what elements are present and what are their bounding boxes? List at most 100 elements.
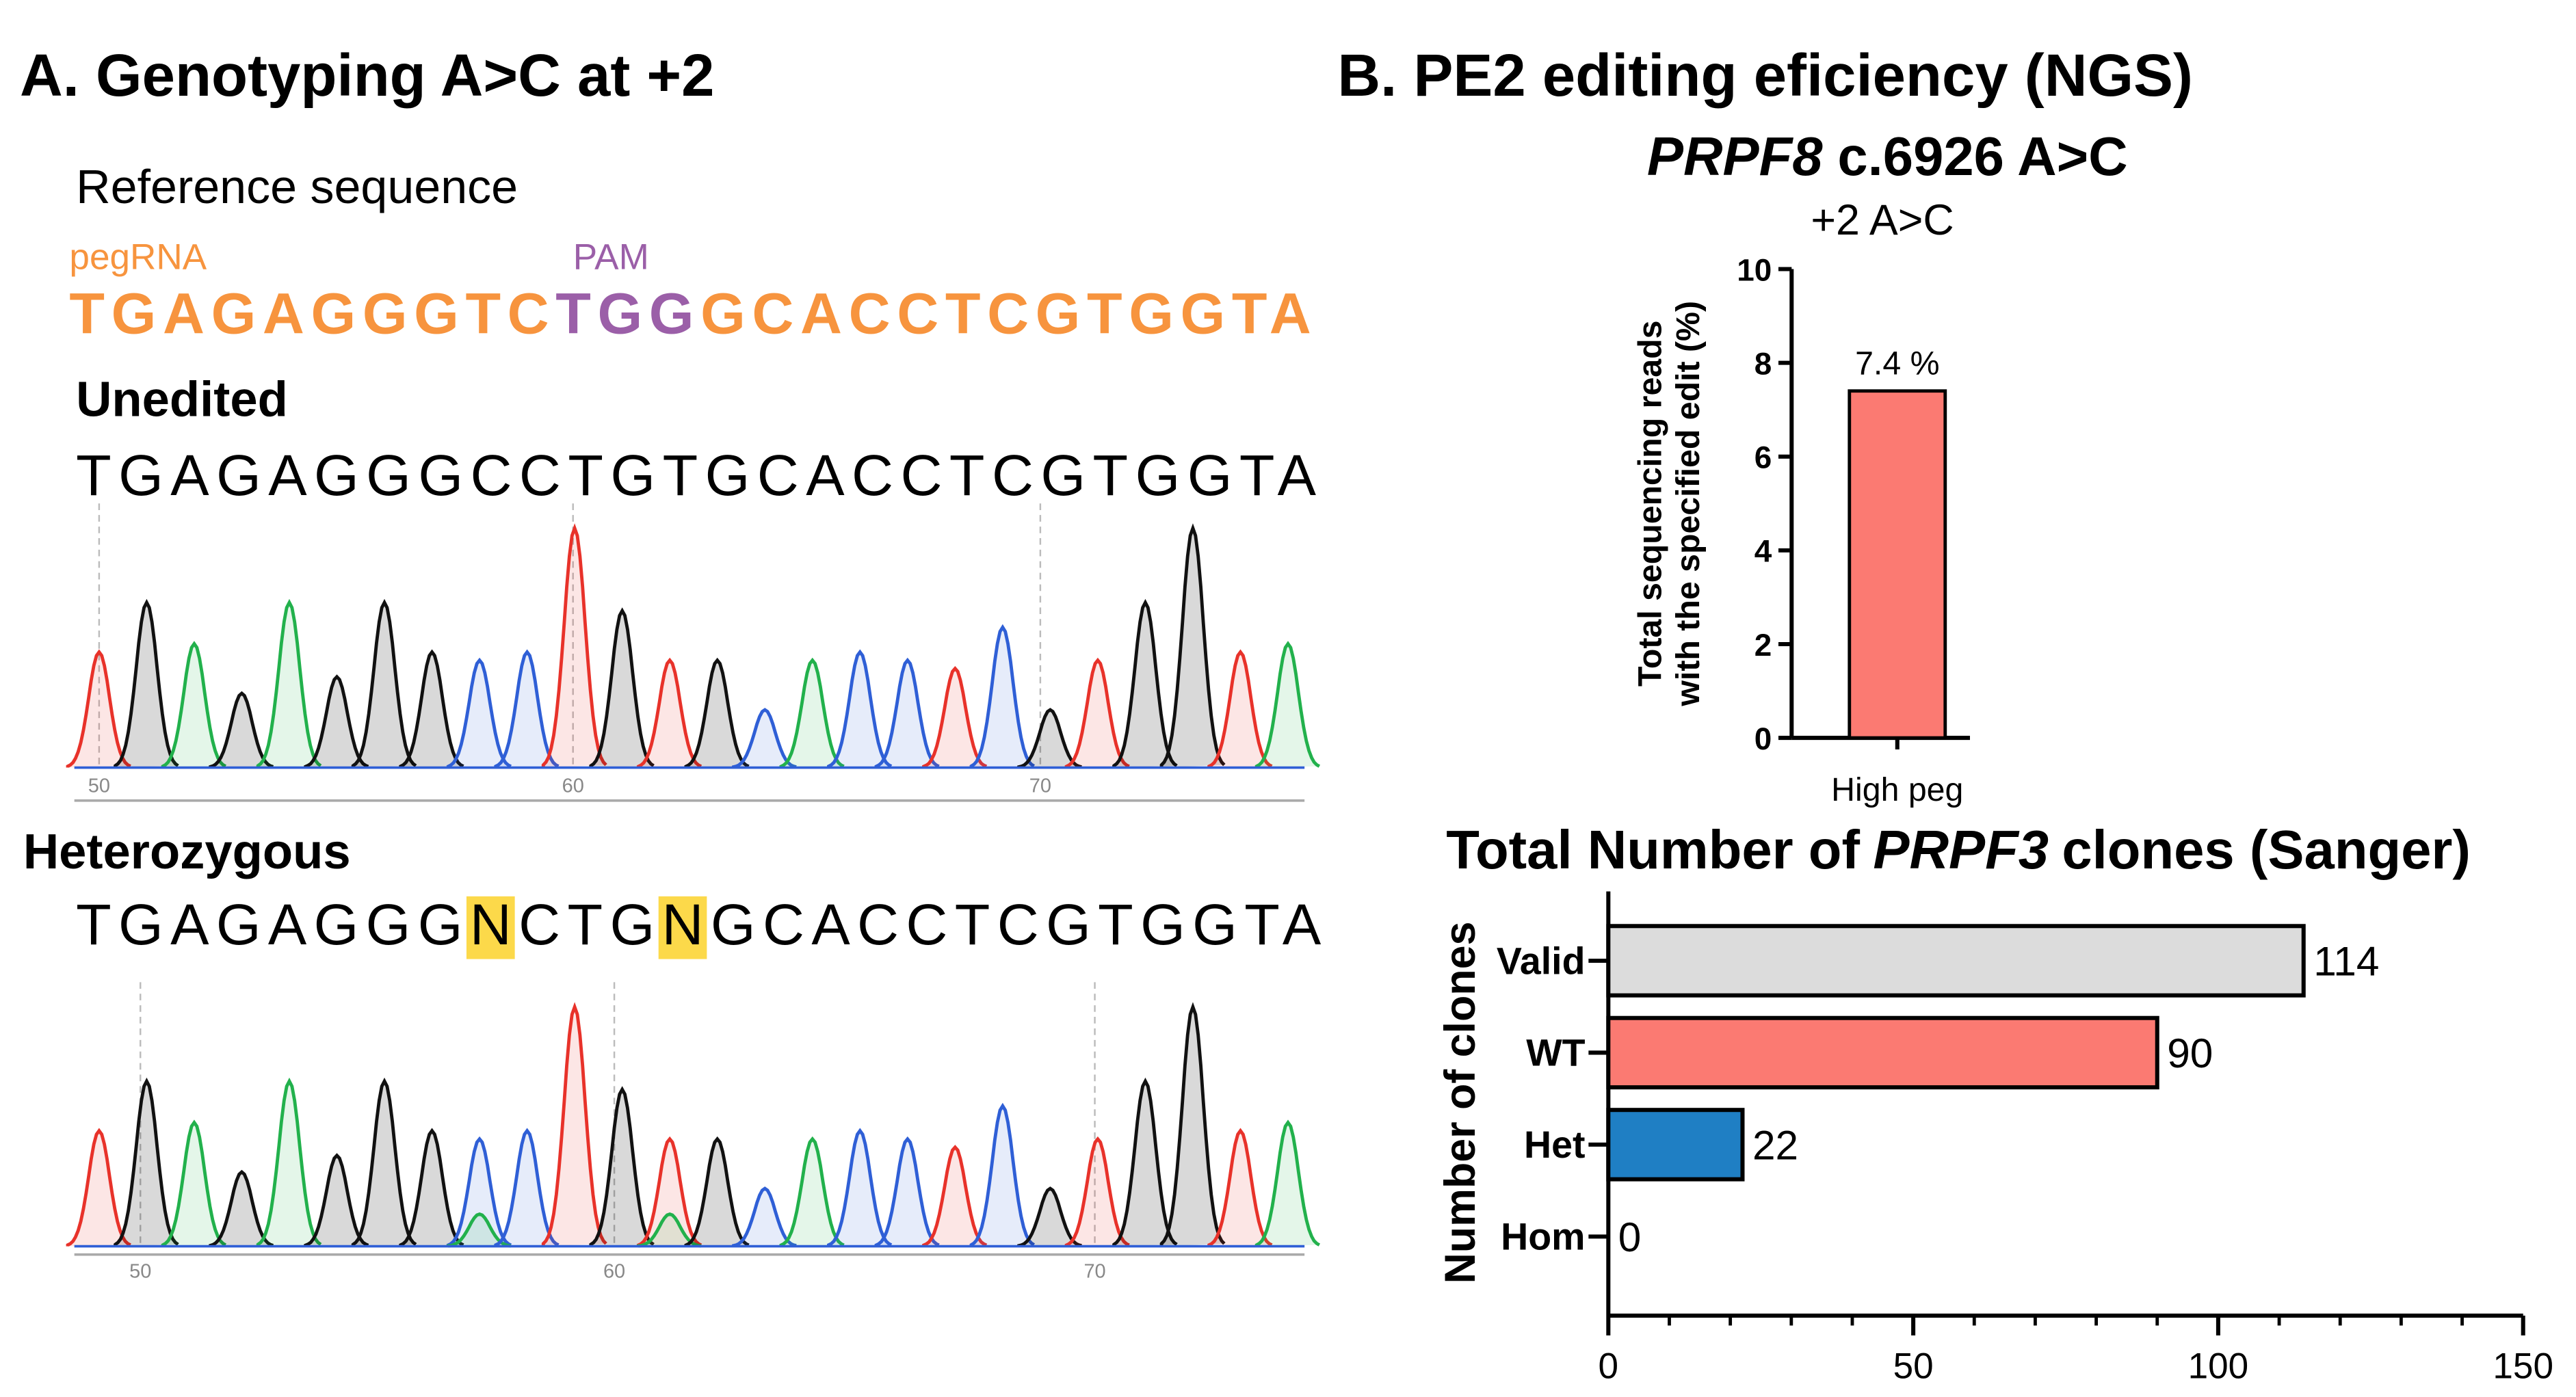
peak <box>541 1002 607 1247</box>
title-part: c.6926 A>C <box>1837 126 2127 187</box>
highlight <box>466 896 515 959</box>
x-tick-label: 50 <box>1893 1346 1934 1387</box>
trace-tick-label: 50 <box>129 1260 151 1282</box>
peak <box>114 1077 179 1247</box>
peak <box>969 624 1036 768</box>
y-axis-label: Number of clones <box>1436 922 1484 1284</box>
peak <box>1207 1128 1273 1247</box>
peak <box>779 657 845 768</box>
peak <box>66 649 131 768</box>
peak <box>66 1128 131 1247</box>
chart-title: Total Number of PRPF3 clones (Sanger) <box>1446 819 2471 880</box>
y-tick-label: 0 <box>1754 721 1772 756</box>
peak <box>256 1077 322 1247</box>
sequence-part: TGG <box>555 282 694 346</box>
y-tick-label: 4 <box>1754 533 1772 569</box>
pegrna-label: pegRNA <box>69 237 207 277</box>
peak <box>1207 649 1273 768</box>
bar <box>1606 1015 2159 1090</box>
peak <box>446 657 512 768</box>
peak <box>969 1102 1036 1247</box>
peak <box>256 598 322 768</box>
peak <box>161 1119 226 1247</box>
trace-tick-label: 60 <box>562 775 584 797</box>
peak <box>684 657 750 768</box>
trace-tick-label: 50 <box>88 775 110 797</box>
peak <box>1112 1077 1178 1247</box>
value-label: 0 <box>1618 1214 1642 1260</box>
value-label: 90 <box>2167 1030 2213 1076</box>
unedited-sequence: TGAGAGGGCCTGTGCACCTCGTGGTA <box>76 443 1317 507</box>
x-tick-label: 100 <box>2188 1346 2249 1387</box>
peak <box>351 598 417 768</box>
peak <box>874 1136 940 1247</box>
title-part: Total Number of <box>1446 819 1860 880</box>
peak <box>922 666 988 769</box>
heterozygous-sequence: TGAGAGGG N CTG N GCACCTCGTGGTA <box>76 892 1322 957</box>
trace-tick-label: 70 <box>1029 775 1051 797</box>
y-tick-label: Valid <box>1497 940 1586 982</box>
peak <box>1254 641 1321 768</box>
peak <box>1112 598 1178 768</box>
value-label: 22 <box>1752 1122 1798 1169</box>
reference-label: Reference sequence <box>76 160 518 213</box>
peak <box>114 598 179 768</box>
peak <box>494 1128 560 1247</box>
y-tick-label: 6 <box>1754 440 1772 475</box>
peak <box>1159 523 1226 768</box>
peak <box>161 641 226 768</box>
peak <box>636 657 702 768</box>
title-part: clones (Sanger) <box>2062 819 2471 880</box>
trace-tick-label: 70 <box>1083 1260 1105 1282</box>
chart-subtitle: +2 A>C <box>1811 196 1954 244</box>
y-tick-label: Hom <box>1501 1216 1585 1258</box>
panel-title: A. Genotyping A>C at +2 <box>20 42 714 109</box>
peak <box>399 1128 464 1247</box>
peak <box>779 1136 845 1247</box>
peak <box>1017 708 1082 769</box>
title-part: PRPF8 <box>1647 126 1823 187</box>
peak <box>826 1128 893 1247</box>
sequence-part: TGAGAGGG <box>76 892 462 957</box>
chart-title: PRPF8 c.6926 A>C <box>1647 126 2128 187</box>
chromatograms: 50 60 70 50 60 70 <box>66 503 1321 1282</box>
x-tick-label: High peg <box>1831 771 1963 808</box>
bar <box>1606 1108 1745 1182</box>
y-tick-label: 2 <box>1754 627 1772 663</box>
peak <box>636 1136 702 1247</box>
reference-sequence: TGAGAGGGTC TGG GCACCTCGTGGTA <box>69 282 1311 346</box>
peak <box>541 523 607 768</box>
value-label: 7.4 % <box>1855 345 1939 382</box>
peak <box>826 649 893 768</box>
peak <box>351 1077 417 1247</box>
peak <box>731 708 797 769</box>
y-tick-label: 10 <box>1737 252 1772 287</box>
y-tick-label: 8 <box>1754 346 1772 382</box>
peak <box>589 1086 655 1247</box>
y-tick-label: Het <box>1524 1123 1585 1166</box>
bar <box>1848 389 1947 740</box>
sequence-part: GCACCTCGTGGTA <box>700 282 1311 346</box>
bar <box>1606 924 2306 998</box>
peak <box>209 691 274 769</box>
unedited-label: Unedited <box>76 371 288 427</box>
peak <box>399 649 464 768</box>
peak <box>874 657 940 768</box>
x-tick-label: 150 <box>2493 1346 2553 1387</box>
value-label: 114 <box>2313 938 2379 985</box>
sequence-part: N <box>470 892 512 957</box>
peak <box>922 1145 988 1247</box>
heterozygous-label: Heterozygous <box>23 824 351 879</box>
y-axis-label: with the specified edit (%) <box>1670 301 1707 707</box>
highlight <box>658 896 707 959</box>
peak <box>1159 1002 1226 1247</box>
peak <box>1254 1119 1321 1247</box>
peak <box>304 1153 369 1247</box>
peak <box>1017 1186 1082 1247</box>
peak <box>494 649 560 768</box>
peak <box>1064 1136 1130 1247</box>
peak <box>304 674 369 769</box>
highlights <box>466 896 707 959</box>
sequence-part: CTG <box>518 892 655 957</box>
peak <box>446 1136 512 1247</box>
